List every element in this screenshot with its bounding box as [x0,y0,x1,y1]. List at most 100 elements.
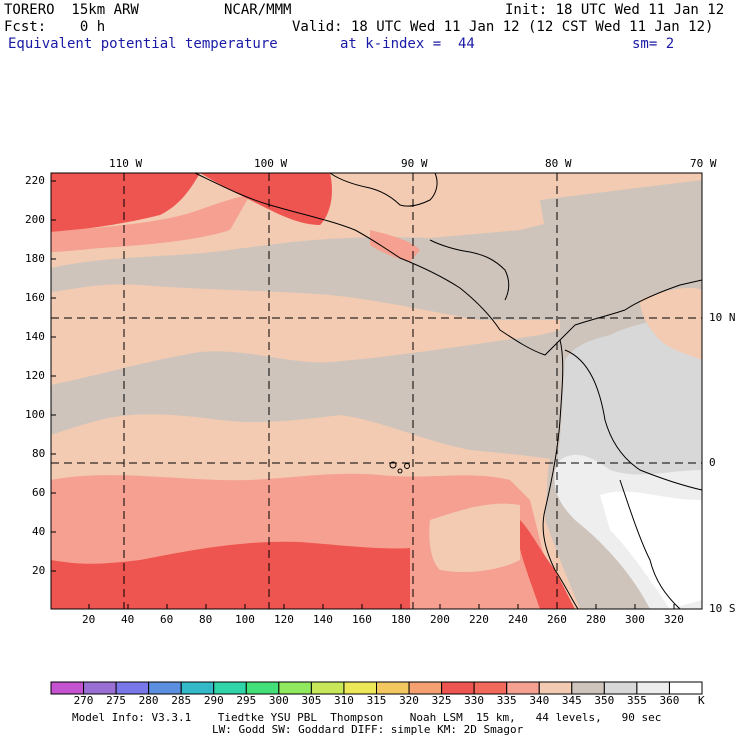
y-tick-60: 60 [32,486,46,499]
colorbar-level-label: 280 [138,694,159,707]
x-tick-40: 40 [121,613,135,626]
colorbar-level-label: 335 [496,694,517,707]
colorbar-level-label: 345 [561,694,582,707]
y-tick-140: 140 [25,330,45,343]
colorbar-level-label: 305 [301,694,322,707]
x-tick-160: 160 [352,613,372,626]
red-band-south [51,541,410,609]
lon-label-110w: 110 W [109,157,143,170]
colorbar-swatch [148,681,182,695]
model-info-line1: Model Info: V3.3.1 Tiedtke YSU PBL Thomp… [72,711,662,724]
colorbar-level-label: 355 [626,694,647,707]
coastlines [194,172,703,610]
colorbar-level-label: 340 [529,694,550,707]
x-tick-140: 140 [313,613,333,626]
gray-band-north [51,205,702,320]
colorbar-swatch [603,681,638,695]
x-tick-300: 300 [625,613,645,626]
colorbar-swatch [115,681,150,695]
colorbar-swatch [278,681,312,695]
colorbar-swatch [343,681,378,695]
lat-label-0: 0 [709,456,716,469]
andes-whitest [600,491,702,609]
colorbar-swatch [441,681,475,695]
x-tick-320: 320 [664,613,684,626]
x-tick-200: 200 [430,613,450,626]
init-time: Init: 18 UTC Wed 11 Jan 12 [505,2,725,18]
colorbar-swatch [571,681,605,695]
colorbar-swatch [180,681,215,695]
frame-ticks [51,180,675,609]
y-tick-40: 40 [32,525,46,538]
colorbar-level-label: 300 [268,694,289,707]
colorbar-swatch [668,681,703,695]
x-tick-80: 80 [199,613,213,626]
map-frame [50,172,703,610]
field-name: Equivalent potential temperature [8,36,278,52]
colorbar-level-label: 290 [203,694,224,707]
red-northwest [51,173,200,232]
colorbar-swatch [538,681,573,695]
colorbar-level-label: 330 [464,694,485,707]
lon-label-70w: 70 W [690,157,717,170]
x-tick-260: 260 [547,613,567,626]
colorbar-swatch [408,681,443,695]
colorbar-swatch [636,681,670,695]
colorbar-swatch [506,681,540,695]
colorbar-unit: K [698,694,705,707]
pink-centralamerica [370,230,420,262]
colorbar-swatch [473,681,508,695]
colorbar-level-label: 350 [594,694,615,707]
y-tick-200: 200 [25,213,45,226]
y-tick-220: 220 [25,174,45,187]
lon-label-80w: 80 W [545,157,572,170]
lon-label-100w: 100 W [254,157,288,170]
colorbar-swatch [50,681,85,695]
x-tick-180: 180 [391,613,411,626]
colorbar-level-label: 315 [366,694,387,707]
x-tick-220: 220 [469,613,489,626]
lon-label-90w: 90 W [401,157,428,170]
y-tick-20: 20 [32,564,46,577]
smoothing-label: sm= 2 [632,36,675,52]
colorbar-level-label: 360 [659,694,680,707]
colorbar-swatch [83,681,117,695]
lat-label-10s: 10 S [709,602,736,615]
y-tick-120: 120 [25,369,45,382]
ne-patch [640,288,702,360]
colorbar-level-label: 320 [399,694,419,707]
x-tick-20: 20 [82,613,96,626]
x-tick-100: 100 [235,613,255,626]
pink-northwest [51,195,250,252]
lat-label-10n: 10 N [709,311,736,324]
y-tick-80: 80 [32,447,46,460]
model-title: TORERO 15km ARW [4,2,139,18]
forecast-hour: Fcst: 0 h [4,19,106,35]
colorbar-level-label: 275 [106,694,127,707]
x-tick-280: 280 [586,613,606,626]
graticule [51,173,702,609]
red-coast-peru [518,520,575,609]
colorbar-level-label: 270 [73,694,94,707]
red-mexico-coast [200,173,332,225]
valid-time: Valid: 18 UTC Wed 11 Jan 12 (12 CST Wed … [292,19,714,35]
colorbar-level-label: 310 [333,694,354,707]
y-tick-160: 160 [25,291,45,304]
gray-band-central [51,330,560,460]
colorbar-level-label: 285 [171,694,192,707]
colorbar-swatch [245,681,280,695]
level-label: at k-index = 44 [340,36,475,52]
y-tick-100: 100 [25,408,45,421]
colorbar-level-label: 325 [431,694,452,707]
colorbar-swatch [213,681,247,695]
colorbar [50,681,703,695]
model-info-line2: LW: Godd SW: Goddard DIFF: simple KM: 2D… [212,723,524,736]
colorbar-swatch [310,681,345,695]
x-tick-60: 60 [160,613,174,626]
colorbar-swatch [376,681,410,695]
y-tick-180: 180 [25,252,45,265]
x-tick-240: 240 [508,613,528,626]
center-label: NCAR/MMM [224,2,292,18]
x-tick-120: 120 [274,613,294,626]
